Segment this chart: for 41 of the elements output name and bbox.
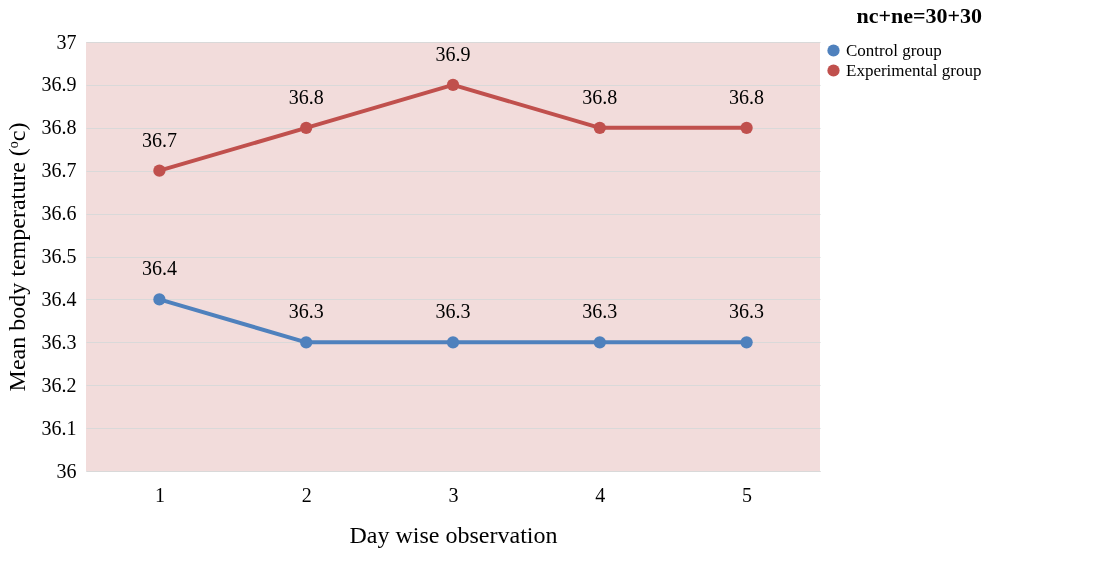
data-label: 36.7 <box>141 128 177 151</box>
point <box>593 121 606 134</box>
point <box>300 121 313 134</box>
point <box>153 293 166 306</box>
text: nc+ne=30+30 <box>856 3 982 28</box>
point <box>593 336 606 349</box>
x-axis-title: Day wise observation <box>349 521 558 548</box>
data-label: 36.8 <box>729 85 765 108</box>
data-label: 36.8 <box>288 85 324 108</box>
point <box>300 336 313 349</box>
point <box>446 336 460 349</box>
y-tick-label: 36 <box>56 459 77 482</box>
legend-label: Control group <box>846 40 942 60</box>
legend-label: Experimental group <box>846 60 982 80</box>
y-tick-label: 36.5 <box>41 245 77 267</box>
x-tick-label: 4 <box>595 483 606 506</box>
x-tick-label: 3 <box>448 483 459 506</box>
y-tick-label: 36.2 <box>41 373 77 396</box>
y-tick-label: 36.9 <box>41 73 77 96</box>
data-label: 36.3 <box>729 300 765 323</box>
y-tick-label: 36.3 <box>41 330 77 353</box>
point <box>446 78 460 92</box>
x-tick-label: 1 <box>154 483 165 506</box>
data-label: 36.3 <box>288 300 324 323</box>
x-tick-label: 2 <box>301 483 312 506</box>
y-tick-label: 36.1 <box>41 416 77 439</box>
data-label: 36.3 <box>582 300 618 323</box>
point <box>740 121 753 134</box>
y-tick-label: 36.7 <box>41 159 77 182</box>
data-label: 36.9 <box>435 42 471 65</box>
data-label: 36.4 <box>141 257 177 280</box>
y-tick-label: 36.8 <box>41 116 77 139</box>
data-label: 36.3 <box>435 300 471 323</box>
point <box>153 164 166 177</box>
y-axis-title: Mean body temperature (ᵒc) <box>3 122 30 392</box>
data-label: 36.8 <box>582 85 618 108</box>
point <box>740 336 753 349</box>
y-tick-label: 36.4 <box>41 287 77 310</box>
y-tick-label: 37 <box>56 30 77 53</box>
x-tick-label: 5 <box>742 483 753 506</box>
y-tick-label: 36.6 <box>41 202 77 225</box>
